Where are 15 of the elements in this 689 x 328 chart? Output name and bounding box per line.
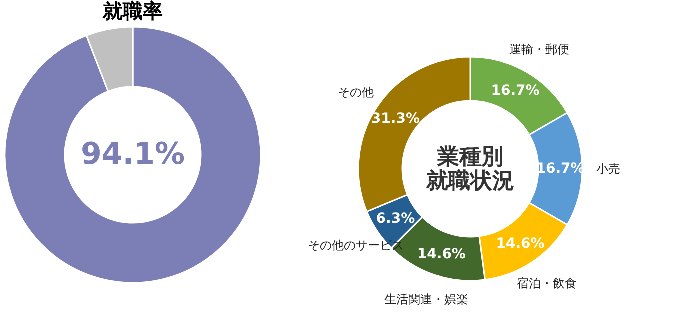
text: 業種別: [436, 145, 504, 170]
slice-label: 宿泊・飲食: [517, 276, 578, 291]
slice-label: 運輸・郵便: [510, 42, 570, 56]
data-label: 6.3%: [376, 211, 416, 228]
data-label: 16.7%: [491, 83, 540, 100]
donut-slice: [4, 26, 262, 284]
data-label: 14.6%: [496, 236, 545, 252]
slice-label: 生活関連・娯楽: [384, 292, 468, 307]
text: 就職状況: [426, 169, 514, 194]
text: 94.1%: [80, 137, 186, 172]
data-label: 31.3%: [371, 110, 420, 127]
slice-label: 小売: [596, 162, 620, 176]
slice-label: その他: [338, 85, 374, 100]
chart-title: 就職率: [102, 0, 163, 23]
data-label: 14.6%: [417, 246, 466, 262]
